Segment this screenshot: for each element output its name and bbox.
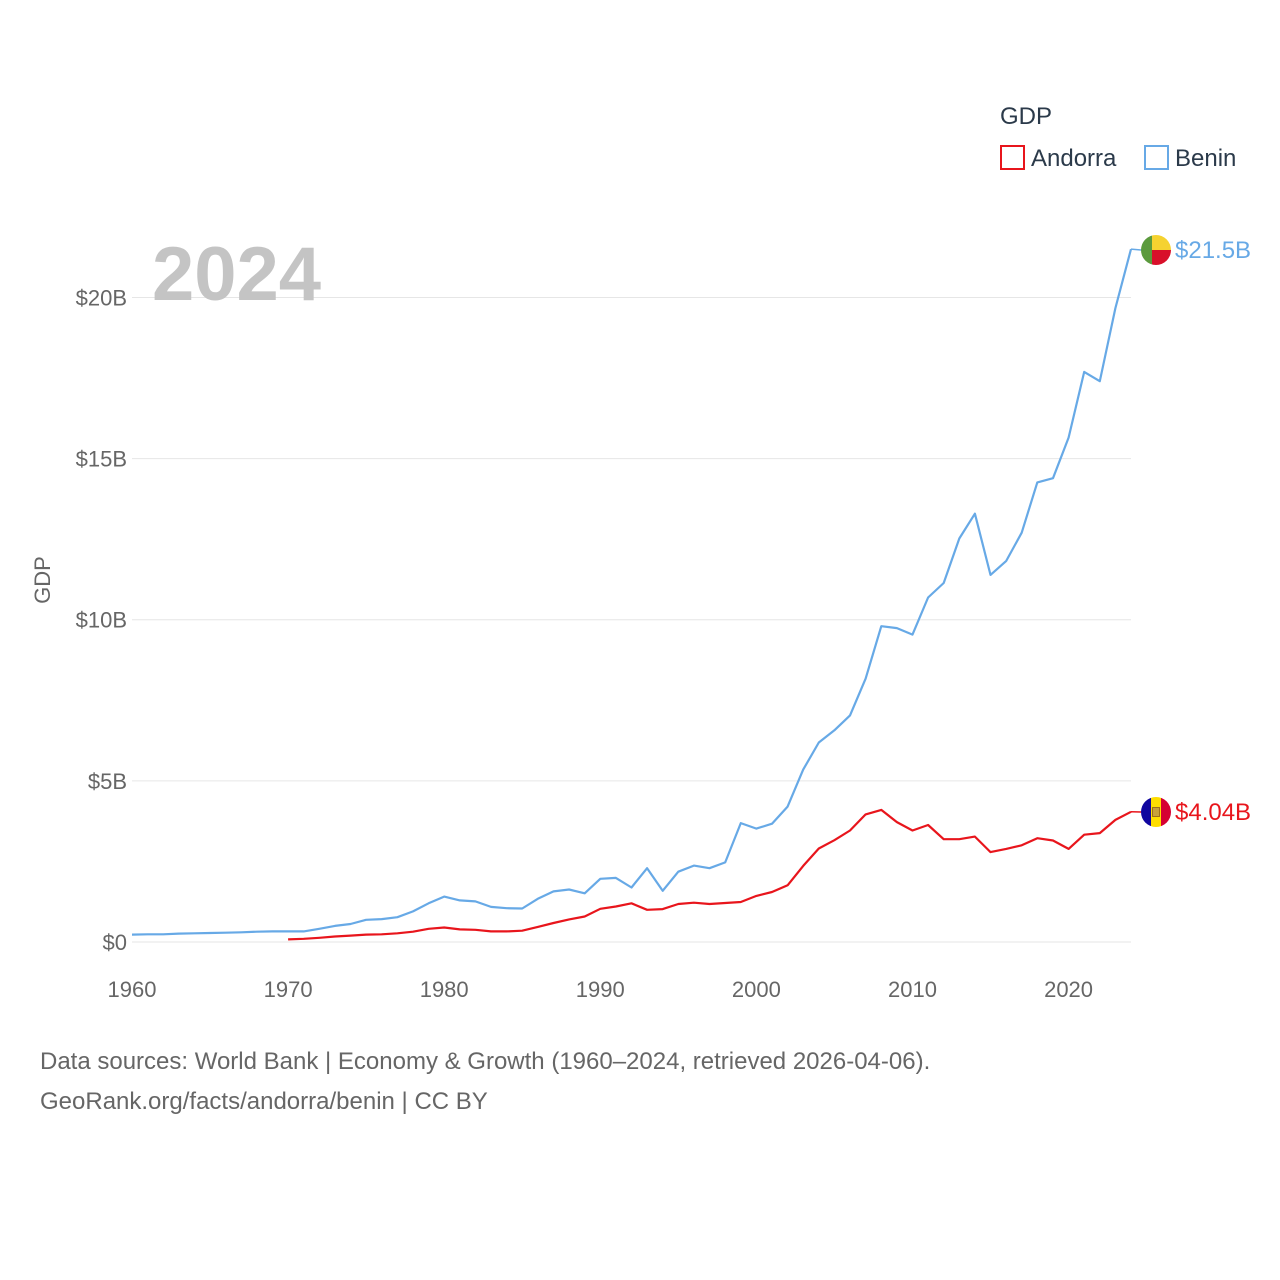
y-tick-label: $20B <box>76 285 127 310</box>
x-tick-label: 1960 <box>108 977 157 1002</box>
end-value-label-andorra: $4.04B <box>1175 799 1251 826</box>
series-lines <box>131 248 1133 941</box>
source-line: Data sources: World Bank | Economy & Gro… <box>40 1048 931 1075</box>
x-axis-ticks: 1960 1970 1980 1990 2000 2010 2020 <box>108 977 1094 1002</box>
legend-item-benin[interactable]: Benin <box>1144 145 1236 172</box>
series-line-andorra[interactable] <box>288 808 1132 941</box>
y-tick-label: $0 <box>103 930 127 955</box>
benin-flag-icon <box>1141 235 1171 265</box>
y-tick-label: $15B <box>76 447 127 472</box>
x-tick-label: 1970 <box>264 977 313 1002</box>
end-value-label-benin: $21.5B <box>1175 237 1251 264</box>
andorra-flag-icon <box>1141 797 1171 827</box>
grid-lines <box>132 296 1131 943</box>
x-tick-label: 1980 <box>420 977 469 1002</box>
x-tick-label: 2000 <box>732 977 781 1002</box>
y-axis-ticks: $0 $5B $10B $15B $20B <box>76 285 127 955</box>
x-tick-label: 2020 <box>1044 977 1093 1002</box>
legend-item-andorra[interactable]: Andorra <box>1000 145 1117 172</box>
x-tick-label: 1990 <box>576 977 625 1002</box>
legend-title: GDP <box>1000 103 1052 130</box>
legend-swatch-benin <box>1144 145 1169 170</box>
year-label: 2024 <box>152 232 321 317</box>
y-tick-label: $5B <box>88 769 127 794</box>
legend-label-benin: Benin <box>1175 145 1236 172</box>
series-line-benin[interactable] <box>131 248 1133 936</box>
end-connector-benin <box>1130 248 1142 251</box>
series-end-markers: $4.04B $21.5B <box>1130 235 1251 827</box>
legend-label-andorra: Andorra <box>1031 145 1117 172</box>
legend-swatch-andorra <box>1000 145 1025 170</box>
source-url-line[interactable]: GeoRank.org/facts/andorra/benin | CC BY <box>40 1088 488 1115</box>
x-tick-label: 2010 <box>888 977 937 1002</box>
y-axis-title: GDP <box>30 556 55 604</box>
data-source-note: Data sources: World Bank | Economy & Gro… <box>40 1042 1240 1122</box>
y-tick-label: $10B <box>76 608 127 633</box>
gdp-line-chart: $0 $5B $10B $15B $20B 1960 1970 1980 1990 2000 20… <box>30 103 1251 1002</box>
legend: GDP Andorra Benin <box>1000 103 1236 172</box>
